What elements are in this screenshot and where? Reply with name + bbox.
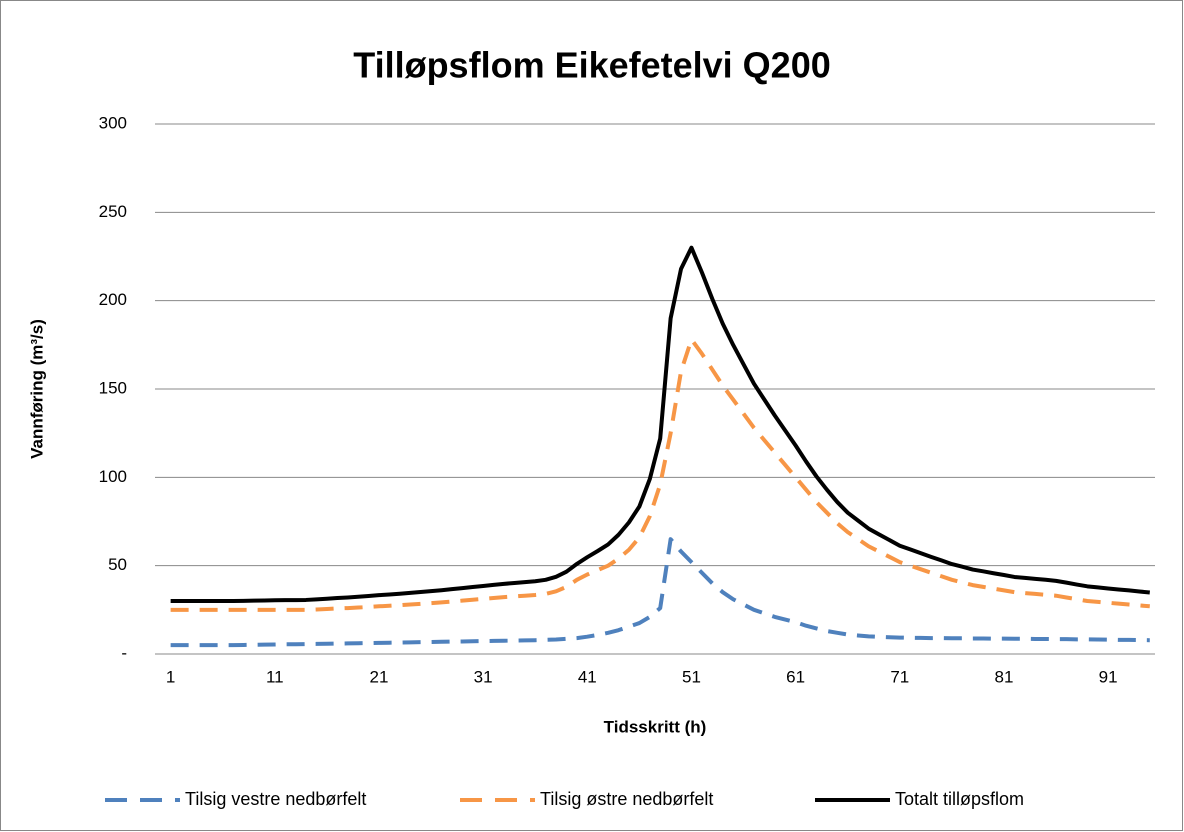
- x-tick-label: 61: [786, 667, 805, 686]
- x-tick-label: 91: [1099, 667, 1118, 686]
- y-tick-label: -: [121, 643, 127, 662]
- legend-label: Totalt tilløpsflom: [895, 789, 1024, 809]
- y-tick-label: 200: [99, 290, 127, 309]
- series-line: [170, 537, 1150, 648]
- x-tick-label: 11: [266, 667, 284, 686]
- x-tick-label: 41: [578, 667, 597, 686]
- y-axis-title: Vannføring (m³/s): [27, 319, 46, 459]
- y-tick-label: 150: [99, 378, 127, 397]
- x-tick-label: 1: [166, 667, 175, 686]
- chart-title: Tilløpsflom Eikefetelvi Q200: [353, 45, 831, 86]
- x-tick-label: 71: [890, 667, 909, 686]
- legend-label: Tilsig vestre nedbørfelt: [185, 789, 366, 809]
- series-line: [170, 245, 1150, 603]
- y-tick-label: 100: [99, 467, 127, 486]
- legend-label: Tilsig østre nedbørfelt: [540, 789, 713, 809]
- x-tick-label: 21: [369, 667, 388, 686]
- x-axis-title: Tidsskritt (h): [604, 717, 707, 736]
- y-tick-label: 50: [108, 555, 127, 574]
- x-tick-label: 81: [994, 667, 1013, 686]
- y-tick-label: 250: [99, 202, 127, 221]
- x-tick-label: 51: [682, 667, 701, 686]
- y-tick-label: 300: [99, 113, 127, 132]
- x-tick-label: 31: [474, 667, 493, 686]
